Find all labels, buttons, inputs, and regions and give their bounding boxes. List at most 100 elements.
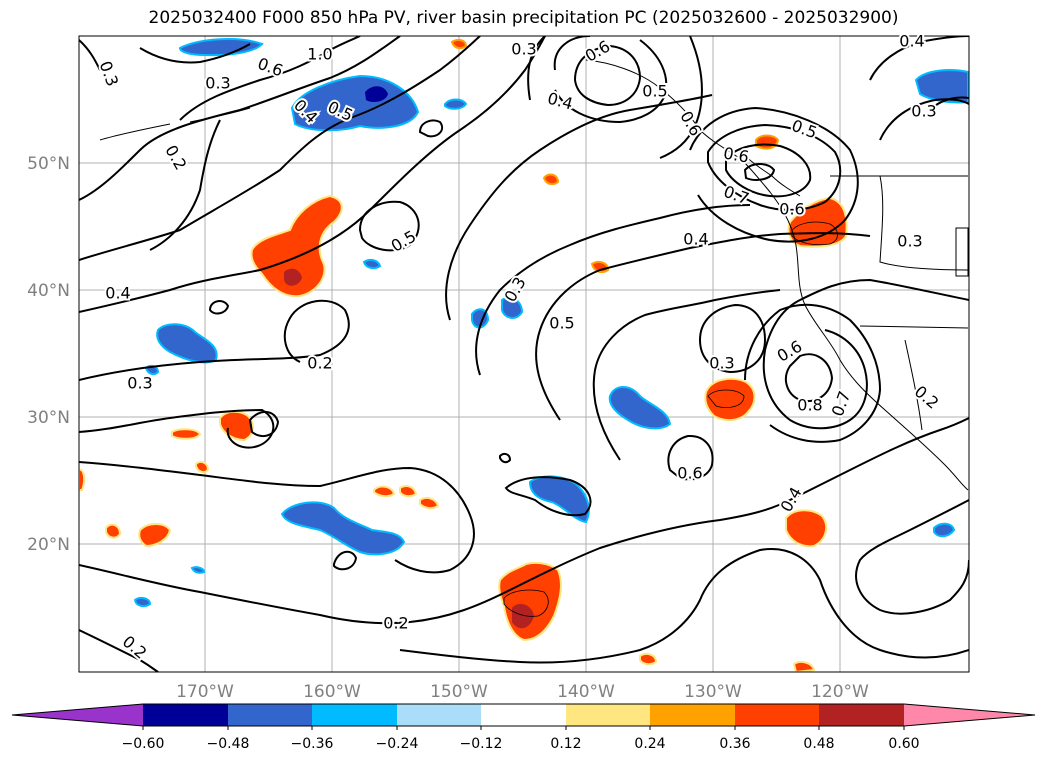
lat-label-30n: 30°N xyxy=(27,408,70,428)
map-area xyxy=(79,36,969,672)
colorbar-segment xyxy=(735,704,819,726)
colorbar-tick-label: −0.24 xyxy=(376,736,419,752)
lon-label-170w: 170°W xyxy=(176,682,234,702)
precip-negative-patch xyxy=(501,296,524,319)
contour-label: 0.5 xyxy=(642,82,667,101)
contour-label-halo: 0.5 xyxy=(549,314,574,333)
contour-label-halo: 0.3 xyxy=(127,374,152,393)
precip-negative-patch xyxy=(290,74,420,132)
contour-label: 0.4 xyxy=(683,230,708,249)
contour-label-halo: 0.6 xyxy=(779,200,804,219)
pc-thin-contours xyxy=(503,221,838,617)
lat-label-50n: 50°N xyxy=(27,154,70,174)
contour-label-halo: 0.3 xyxy=(709,354,734,373)
precip-positive-patch xyxy=(399,485,418,498)
colorbar-tick-label: 0.60 xyxy=(888,736,919,752)
contour-label: 0.3 xyxy=(205,74,230,93)
contour-label-halo: 0.4 xyxy=(683,230,708,249)
contour-label-halo: 0.8 xyxy=(797,396,822,415)
lon-label-140w: 140°W xyxy=(557,682,615,702)
colorbar-labels: −0.60 −0.48 −0.36 −0.24 −0.12 0.12 0.24 … xyxy=(122,736,920,752)
colorbar-tick-label: 0.48 xyxy=(803,736,834,752)
contour-label-halo: 0.5 xyxy=(642,82,667,101)
precip-positive-patch xyxy=(195,461,210,474)
contour-label: 1.0 xyxy=(307,45,332,64)
precip-negative-patch xyxy=(280,501,406,556)
precip-positive-patch xyxy=(755,134,780,150)
latitude-labels: 50°N 40°N 30°N 20°N xyxy=(27,154,70,555)
precip-positive-patch xyxy=(512,603,534,629)
contour-label-halo: 0.2 xyxy=(383,614,408,633)
colorbar-segment xyxy=(819,704,904,726)
contour-label: 0.3 xyxy=(511,40,536,59)
precip-negative-patch xyxy=(444,98,468,110)
contour-label: 0.6 xyxy=(779,200,804,219)
colorbar-segment xyxy=(143,704,228,726)
colorbar-tick-label: 0.24 xyxy=(634,736,665,752)
colorbar xyxy=(11,703,1036,730)
lon-label-120w: 120°W xyxy=(811,682,869,702)
precip-negative-patch xyxy=(362,258,382,270)
precip-negative-patch xyxy=(914,69,969,104)
precip-positive-patch xyxy=(79,468,86,491)
precip-positive-patch xyxy=(138,523,172,548)
precip-negative-patch xyxy=(133,596,152,608)
lat-label-40n: 40°N xyxy=(27,281,70,301)
colorbar-segment xyxy=(312,704,397,726)
precip-positive-patch xyxy=(785,509,828,548)
lon-label-150w: 150°W xyxy=(430,682,488,702)
precip-patches xyxy=(79,38,969,672)
contour-label-halo: 0.3 xyxy=(911,102,936,121)
precip-positive-patch xyxy=(171,428,202,440)
contour-label-halo: 0.2 xyxy=(307,354,332,373)
precip-negative-patch xyxy=(178,38,264,57)
contour-label-halo: 0.3 xyxy=(897,232,922,251)
precip-positive-patch xyxy=(704,377,756,422)
colorbar-segment xyxy=(650,704,735,726)
precip-negative-patch xyxy=(190,566,206,574)
contour-label: 0.4 xyxy=(105,284,130,303)
precip-negative-patch xyxy=(933,522,956,538)
contour-label: 0.3 xyxy=(127,374,152,393)
contour-label: 0.3 xyxy=(709,354,734,373)
contour-label: 0.4 xyxy=(899,32,924,51)
contour-label-halo: 1.0 xyxy=(307,45,332,64)
map-title: 2025032400 F000 850 hPa PV, river basin … xyxy=(148,8,899,28)
longitude-labels: 170°W 160°W 150°W 140°W 130°W 120°W xyxy=(176,682,869,702)
precip-positive-patch xyxy=(792,661,816,672)
precip-positive-patch xyxy=(450,38,468,50)
contour-label: 0.3 xyxy=(897,232,922,251)
contour-label-halo: 0.3 xyxy=(205,74,230,93)
precip-positive-patch xyxy=(373,485,396,498)
precip-positive-patch xyxy=(250,194,343,298)
contour-label: 0.6 xyxy=(722,143,750,166)
lon-label-160w: 160°W xyxy=(303,682,361,702)
pv-contours xyxy=(79,36,969,672)
precip-positive-patch xyxy=(542,173,560,186)
contour-label-halo: 0.6 xyxy=(677,464,702,483)
precip-positive-patch xyxy=(105,523,122,539)
contour-label: 0.8 xyxy=(797,396,822,415)
contour-label-halo: 0.4 xyxy=(899,32,924,51)
colorbar-extend-min xyxy=(12,704,143,726)
lat-label-20n: 20°N xyxy=(27,535,70,555)
precip-positive-patch xyxy=(639,653,658,666)
colorbar-segment xyxy=(397,704,481,726)
contour-label-halo: 0.4 xyxy=(105,284,130,303)
colorbar-segment xyxy=(566,704,650,726)
coastlines xyxy=(99,59,969,491)
colorbar-tick-label: −0.12 xyxy=(460,736,503,752)
colorbar-tick-label: 0.36 xyxy=(719,736,750,752)
colorbar-segment xyxy=(228,704,312,726)
precip-negative-patch xyxy=(365,86,388,102)
colorbar-tick-label: −0.48 xyxy=(207,736,250,752)
precip-positive-patch xyxy=(419,497,440,510)
contour-label: 0.3 xyxy=(911,102,936,121)
map-frame xyxy=(78,35,970,673)
colorbar-tick-label: −0.36 xyxy=(291,736,334,752)
colorbar-tick-label: −0.60 xyxy=(122,736,165,752)
contour-label: 0.2 xyxy=(383,614,408,633)
colorbar-tick-label: 0.12 xyxy=(550,736,581,752)
contour-label-halo: 0.3 xyxy=(511,40,536,59)
